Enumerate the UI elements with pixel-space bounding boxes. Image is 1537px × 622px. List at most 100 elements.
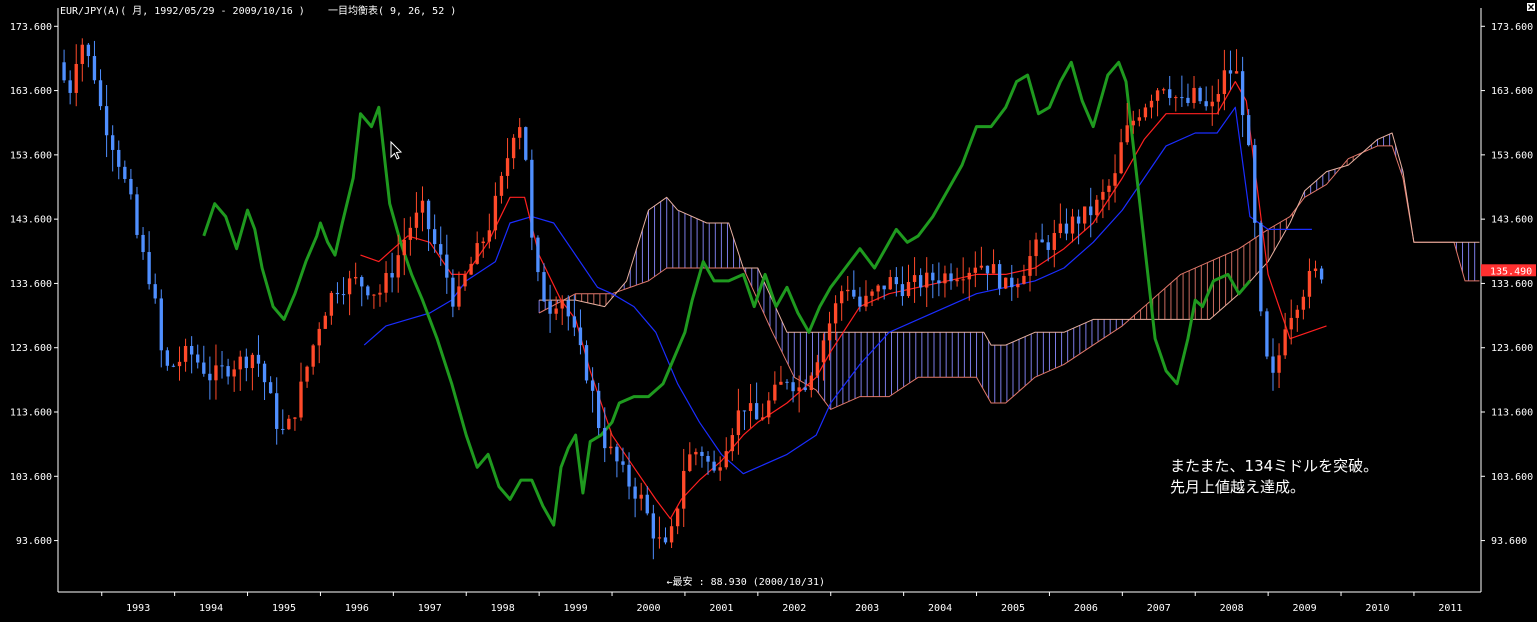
candle-up: [1301, 296, 1306, 310]
candle-up: [870, 291, 874, 296]
candle-down: [189, 346, 194, 355]
x-tick-label: 2011: [1438, 603, 1462, 614]
candle-down: [275, 393, 279, 429]
candle-up: [1052, 233, 1056, 250]
candle-up: [1022, 275, 1026, 284]
candle-down: [117, 149, 121, 167]
candle-down: [1228, 70, 1233, 74]
candle-down: [1198, 87, 1202, 102]
candle-up: [1216, 94, 1220, 102]
candle-up: [1119, 142, 1123, 174]
y-tick-label-left: 123.600: [10, 343, 52, 354]
candle-up: [840, 291, 844, 304]
y-tick-label-right: 113.600: [1491, 408, 1533, 419]
candle-down: [706, 455, 710, 462]
y-tick-label-right: 173.600: [1491, 22, 1533, 33]
candle-up: [1113, 173, 1117, 186]
candle-up: [669, 526, 674, 543]
candle-down: [244, 356, 248, 369]
candle-down: [590, 380, 595, 391]
candle-down: [937, 280, 941, 284]
candle-up: [906, 281, 911, 297]
candle-up: [1125, 125, 1129, 143]
candle-up: [554, 308, 558, 314]
candle-down: [1186, 97, 1190, 103]
candle-down: [536, 237, 540, 273]
candle-down: [1089, 206, 1093, 216]
candle-up: [177, 361, 182, 367]
candle-up: [912, 275, 917, 282]
candle-up: [1082, 206, 1087, 224]
candle-up: [323, 315, 327, 329]
y-tick-label-left: 133.600: [10, 279, 52, 290]
candle-up: [232, 369, 236, 377]
candle-up: [1028, 256, 1032, 276]
candle-up: [481, 241, 485, 244]
annotation-line-2: 先月上値越え達成。: [1170, 478, 1305, 496]
y-tick-label-left: 103.600: [10, 472, 52, 483]
y-tick-label-left: 173.600: [10, 22, 52, 33]
candle-up: [827, 323, 832, 341]
candle-up: [1070, 216, 1075, 234]
candle-down: [165, 350, 170, 366]
candle-down: [524, 127, 528, 160]
candle-up: [378, 292, 382, 295]
y-tick-label-left: 163.600: [10, 86, 52, 97]
x-tick-label: 2004: [928, 603, 952, 614]
corner-close-icon[interactable]: [1527, 3, 1535, 11]
candle-up: [809, 375, 813, 391]
candle-up: [1192, 87, 1196, 103]
candle-up: [833, 303, 838, 324]
y-tick-label-right: 163.600: [1491, 86, 1533, 97]
axis-labels: 93.600 93.600 103.600 103.600 113.600 113.600…: [10, 22, 1533, 614]
candle-up: [991, 264, 996, 274]
candle-up: [511, 137, 516, 159]
candle-down: [803, 387, 807, 391]
candle-down: [202, 362, 206, 374]
y-tick-label-right: 143.600: [1491, 215, 1533, 226]
candle-up: [724, 451, 728, 468]
candle-up: [1107, 185, 1111, 192]
candle-up: [408, 227, 413, 240]
candle-up: [1131, 120, 1135, 126]
candle-up: [864, 295, 868, 307]
symbol-info: EUR/JPY(A)( 月, 1992/05/29 - 2009/10/16 ): [60, 5, 305, 17]
y-tick-label-right: 123.600: [1491, 343, 1533, 354]
candle-down: [651, 513, 656, 539]
candle-up: [779, 381, 783, 385]
senkou-span-a: [538, 145, 1480, 410]
x-tick-label: 1993: [126, 603, 150, 614]
candle-down: [785, 381, 789, 383]
x-tick-label: 1996: [345, 603, 369, 614]
candle-down: [104, 106, 109, 136]
candle-up: [414, 212, 419, 228]
candle-up: [396, 255, 400, 278]
candle-down: [256, 354, 261, 364]
candle-up: [305, 366, 309, 382]
candle-up: [718, 467, 722, 471]
candle-down: [949, 273, 953, 282]
candle-down: [621, 461, 625, 465]
candle-down: [451, 277, 455, 307]
x-tick-label: 2009: [1293, 603, 1317, 614]
candle-up: [1277, 355, 1281, 373]
y-tick-label-right: 153.600: [1491, 150, 1533, 161]
candle-down: [1259, 222, 1263, 312]
candle-up: [1210, 101, 1214, 107]
candle-up: [682, 470, 686, 509]
candle-up: [1034, 239, 1038, 257]
candle-up: [979, 265, 984, 268]
candle-down: [627, 464, 631, 487]
candle-up: [1095, 199, 1099, 216]
candle-down: [135, 194, 139, 235]
candle-down: [68, 80, 72, 93]
candle-up: [1307, 270, 1312, 297]
x-tick-label: 1995: [272, 603, 296, 614]
candle-up: [457, 286, 461, 307]
candle-down: [445, 254, 449, 278]
y-tick-label-left: 153.600: [10, 150, 52, 161]
candle-down: [262, 363, 267, 383]
candle-up: [238, 356, 242, 370]
candle-up: [773, 384, 777, 401]
candle-down: [1046, 242, 1050, 250]
